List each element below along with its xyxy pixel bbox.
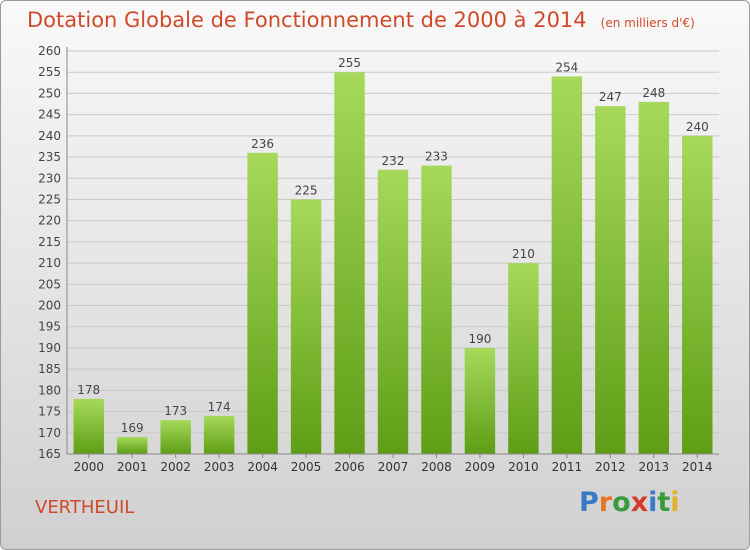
data-label: 254 bbox=[555, 60, 578, 74]
y-tick-label: 255 bbox=[38, 65, 61, 79]
x-tick-label: 2011 bbox=[552, 460, 583, 474]
data-label: 210 bbox=[512, 247, 535, 261]
bar bbox=[334, 72, 365, 455]
chart-title: Dotation Globale de Fonctionnement de 20… bbox=[27, 8, 695, 32]
data-label: 255 bbox=[338, 56, 361, 70]
logo-letter: t bbox=[657, 487, 671, 518]
y-tick-label: 170 bbox=[38, 426, 61, 440]
y-tick-label: 215 bbox=[38, 235, 61, 249]
bar bbox=[116, 437, 148, 454]
data-label: 240 bbox=[686, 120, 709, 134]
x-tick-label: 2000 bbox=[73, 460, 104, 474]
y-tick-label: 180 bbox=[38, 383, 61, 397]
bar bbox=[464, 347, 496, 454]
bars bbox=[73, 72, 713, 455]
logo-letter: i bbox=[648, 487, 658, 518]
data-label: 232 bbox=[382, 154, 405, 168]
y-tick-label: 240 bbox=[38, 129, 61, 143]
bar bbox=[247, 152, 278, 454]
x-tick-label: 2007 bbox=[378, 460, 409, 474]
y-axis-ticks: 165 170 175 180 185 190 195 200 205 210 215 220 225 2… bbox=[38, 44, 61, 461]
x-tick-label: 2006 bbox=[334, 460, 365, 474]
bar bbox=[595, 106, 626, 454]
y-tick-label: 175 bbox=[38, 405, 61, 419]
logo-letter: r bbox=[598, 487, 613, 518]
y-tick-label: 185 bbox=[38, 362, 61, 376]
x-tick-label: 2001 bbox=[117, 460, 148, 474]
data-label: 225 bbox=[295, 183, 318, 197]
chart-title-text: Dotation Globale de Fonctionnement de 20… bbox=[27, 8, 587, 32]
y-tick-label: 210 bbox=[38, 256, 61, 270]
bar bbox=[551, 76, 583, 454]
x-tick-label: 2009 bbox=[465, 460, 496, 474]
bar bbox=[290, 199, 322, 454]
y-tick-label: 195 bbox=[38, 320, 61, 334]
bar bbox=[421, 165, 452, 454]
bar bbox=[377, 169, 409, 455]
data-label: 248 bbox=[642, 86, 665, 100]
bar bbox=[682, 135, 713, 454]
commune-name: VERTHEUIL bbox=[35, 497, 135, 518]
y-tick-label: 235 bbox=[38, 150, 61, 164]
data-label: 190 bbox=[468, 332, 491, 346]
x-tick-label: 2008 bbox=[421, 460, 452, 474]
y-tick-label: 165 bbox=[38, 447, 61, 461]
logo-letter: x bbox=[630, 487, 649, 518]
data-labels: 178 169 173 174 236 225 255 232 233 190 210 254 247 2… bbox=[77, 56, 708, 435]
x-tick-label: 2003 bbox=[204, 460, 235, 474]
x-tick-label: 2004 bbox=[247, 460, 278, 474]
y-tick-label: 190 bbox=[38, 341, 61, 355]
logo-letter: P bbox=[579, 487, 599, 518]
y-tick-label: 245 bbox=[38, 108, 61, 122]
bar bbox=[203, 415, 235, 454]
data-label: 173 bbox=[164, 404, 187, 418]
data-label: 178 bbox=[77, 383, 100, 397]
bar bbox=[73, 398, 104, 454]
x-tick-label: 2010 bbox=[508, 460, 539, 474]
y-tick-label: 220 bbox=[38, 214, 61, 228]
x-axis-ticks: 2000 2001 2002 2003 2004 2005 2006 2007 2008 2009… bbox=[73, 454, 713, 474]
bar bbox=[638, 101, 670, 454]
data-label: 247 bbox=[599, 90, 622, 104]
x-tick-label: 2002 bbox=[160, 460, 191, 474]
y-tick-label: 200 bbox=[38, 299, 61, 313]
x-tick-label: 2013 bbox=[639, 460, 670, 474]
y-tick-label: 250 bbox=[38, 86, 61, 100]
y-tick-label: 230 bbox=[38, 171, 61, 185]
data-label: 169 bbox=[121, 421, 144, 435]
bar bbox=[508, 263, 539, 454]
logo-letter: i bbox=[670, 487, 680, 518]
data-label: 174 bbox=[208, 400, 231, 414]
data-label: 233 bbox=[425, 150, 448, 164]
y-tick-label: 205 bbox=[38, 277, 61, 291]
bar bbox=[160, 420, 191, 454]
chart-subtitle: (en milliers d'€) bbox=[600, 16, 695, 30]
logo-letter: o bbox=[612, 487, 631, 518]
x-tick-label: 2014 bbox=[682, 460, 713, 474]
x-tick-label: 2012 bbox=[595, 460, 626, 474]
y-tick-label: 225 bbox=[38, 192, 61, 206]
proxiti-logo[interactable]: Proxiti bbox=[579, 487, 680, 518]
data-label: 236 bbox=[251, 137, 274, 151]
x-tick-label: 2005 bbox=[291, 460, 322, 474]
y-tick-label: 260 bbox=[38, 44, 61, 58]
